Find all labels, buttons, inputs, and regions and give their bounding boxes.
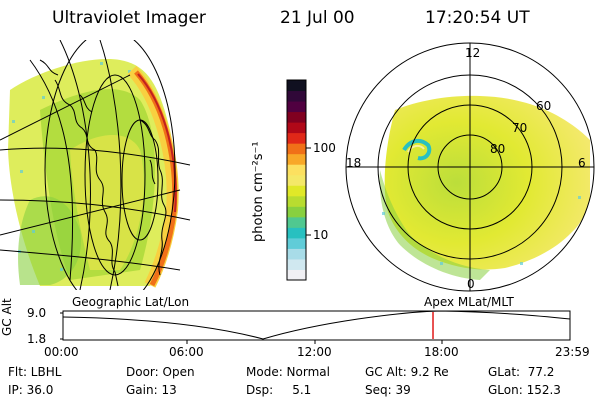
colorbar-cell xyxy=(287,153,306,165)
colorbar-cell xyxy=(287,90,306,102)
colorbar-cell xyxy=(287,195,306,207)
colorbar-unit-label: photon cm⁻²s⁻¹ xyxy=(251,141,266,242)
geographic-image xyxy=(0,40,191,290)
status-door: Door: Open xyxy=(126,365,195,379)
mlt-18-label: 18 xyxy=(346,156,362,170)
colorbar-cell xyxy=(287,143,306,155)
colorbar-tick-100: 100 xyxy=(313,141,336,155)
instrument-title: Ultraviolet Imager xyxy=(52,8,206,28)
colorbar-cell xyxy=(287,248,306,260)
colorbar xyxy=(286,79,311,281)
colorbar-cell xyxy=(287,185,306,197)
timeline-y-top: 9.0 xyxy=(27,306,47,320)
timeline-tick-1: 06:00 xyxy=(169,345,204,359)
status-gc-alt: GC Alt: 9.2 Re xyxy=(365,365,449,379)
colorbar-cell xyxy=(287,216,306,228)
colorbar-cell xyxy=(287,132,306,144)
mlat-60-label: 60 xyxy=(536,99,552,113)
mlt-6-label: 6 xyxy=(578,156,586,170)
colorbar-cell xyxy=(287,80,306,92)
date-label: 21 Jul 00 xyxy=(280,8,355,28)
timeline-y-bottom: 1.8 xyxy=(27,332,47,346)
time-label: 17:20:54 UT xyxy=(425,8,530,28)
timeline-tick-3: 18:00 xyxy=(424,345,459,359)
mlat-70-label: 70 xyxy=(512,121,528,135)
status-glat: GLat: 77.2 xyxy=(488,365,555,379)
colorbar-cell xyxy=(287,258,306,270)
status-glon: GLon: 152.3 xyxy=(488,383,561,397)
colorbar-cell xyxy=(287,174,306,186)
status-seq: Seq: 39 xyxy=(365,383,411,397)
polar-image xyxy=(345,42,595,292)
mlt-12-label: 12 xyxy=(465,46,481,60)
status-filter: Flt: LBHL xyxy=(8,365,62,379)
status-ip: IP: 36.0 xyxy=(8,383,54,397)
colorbar-cell xyxy=(287,237,306,249)
status-gain: Gain: 13 xyxy=(126,383,177,397)
mlat-80-label: 80 xyxy=(490,142,506,156)
colorbar-cell xyxy=(287,111,306,123)
status-dsp: Dsp: 5.1 xyxy=(246,383,312,397)
timeline-tick-0: 00:00 xyxy=(44,345,79,359)
colorbar-cell xyxy=(287,164,306,176)
colorbar-cell xyxy=(287,122,306,134)
colorbar-cell xyxy=(287,101,306,113)
timeline-tick-2: 12:00 xyxy=(297,345,332,359)
polar-caption: Apex MLat/MLT xyxy=(424,295,514,309)
timeline-axis-label: GC Alt xyxy=(0,298,14,336)
colorbar-cell xyxy=(287,206,306,218)
geographic-caption: Geographic Lat/Lon xyxy=(72,295,190,309)
colorbar-tick-10: 10 xyxy=(313,228,329,242)
altitude-timeline xyxy=(60,310,571,344)
colorbar-cell xyxy=(287,269,306,281)
mlt-0-label: 0 xyxy=(467,277,475,291)
status-mode: Mode: Normal xyxy=(246,365,330,379)
colorbar-cell xyxy=(287,227,306,239)
timeline-tick-4: 23:59 xyxy=(555,345,590,359)
